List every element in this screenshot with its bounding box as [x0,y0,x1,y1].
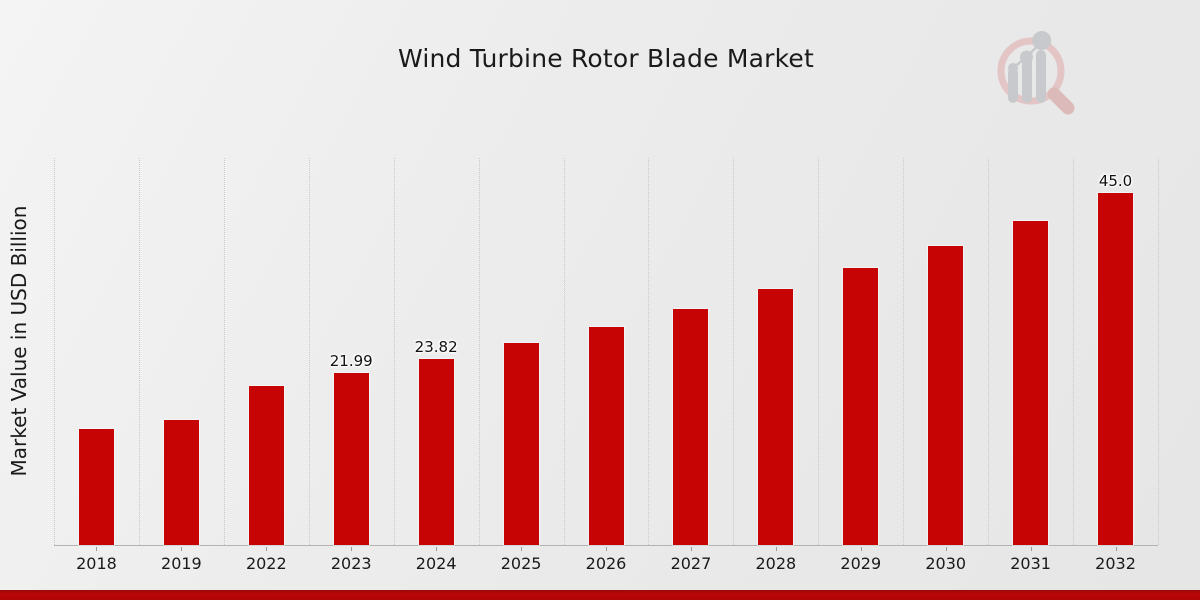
trend-dot-icon [1020,50,1033,64]
bar-2025 [504,343,539,545]
x-tick-mark [351,547,352,551]
x-tick-mark [266,547,267,551]
x-tick-label-2032: 2032 [1095,554,1136,573]
y-axis-label: Market Value in USD Billion [7,205,31,477]
x-tick-label-2019: 2019 [161,554,202,573]
x-tick-mark [861,547,862,551]
bar-2032 [1098,193,1133,545]
gridline [648,158,649,545]
bar-2023 [334,373,369,545]
bar-2018 [79,429,114,545]
bar-icon [1008,68,1018,103]
x-tick-label-2018: 2018 [76,554,117,573]
gridline [309,158,310,545]
gridline [54,158,55,545]
gridline [1158,158,1159,545]
bar-2019 [164,420,199,545]
x-tick-mark [521,547,522,551]
gridline [733,158,734,545]
gridline [988,158,989,545]
bar-icon [1036,50,1046,103]
magnifier-handle-icon [1047,87,1075,115]
gridline [479,158,480,545]
bar-value-label-2023: 21.99 [329,352,373,370]
bar-2030 [928,246,963,545]
x-tick-mark [96,547,97,551]
x-tick-label-2025: 2025 [500,554,542,573]
x-tick-mark [436,547,437,551]
footer-accent-bar [0,590,1200,600]
x-tick-mark [776,547,777,551]
x-tick-mark [946,547,947,551]
bar-value-label-2032: 45.0 [1098,172,1133,190]
bar-2022 [249,386,284,545]
trend-dot-icon [1032,31,1052,50]
gridline [394,158,395,545]
x-tick-label-2023: 2023 [330,554,372,573]
gridline [818,158,819,545]
gridline [139,158,140,545]
x-tick-mark [1116,547,1117,551]
bar-2031 [1013,221,1048,545]
bar-2024 [419,359,454,545]
bar-2029 [843,268,878,545]
bar-2028 [758,289,793,545]
x-tick-label-2026: 2026 [585,554,627,573]
x-tick-label-2030: 2030 [925,554,967,573]
x-tick-mark [691,547,692,551]
gridline [564,158,565,545]
x-tick-mark [181,547,182,551]
x-tick-label-2031: 2031 [1010,554,1051,573]
gridline [903,158,904,545]
bar-icon [1022,57,1032,103]
x-tick-label-2022: 2022 [245,554,287,573]
gridline [224,158,225,545]
chart-title: Wind Turbine Rotor Blade Market [398,44,814,73]
bar-2027 [673,309,708,545]
bar-value-label-2024: 23.82 [414,338,458,356]
plot-area: 2018 2019 2022 21.99 2023 23.82 2024 2025 2026 20… [54,158,1159,573]
x-tick-label-2027: 2027 [670,554,712,573]
x-tick-label-2024: 2024 [415,554,457,573]
x-tick-label-2029: 2029 [840,554,882,573]
bar-2026 [589,327,624,545]
x-tick-mark [1031,547,1032,551]
x-tick-mark [606,547,607,551]
gridline [1073,158,1074,545]
market-research-future-logo [997,31,1075,115]
trend-dot-icon [1008,63,1018,73]
x-tick-label-2028: 2028 [755,554,797,573]
